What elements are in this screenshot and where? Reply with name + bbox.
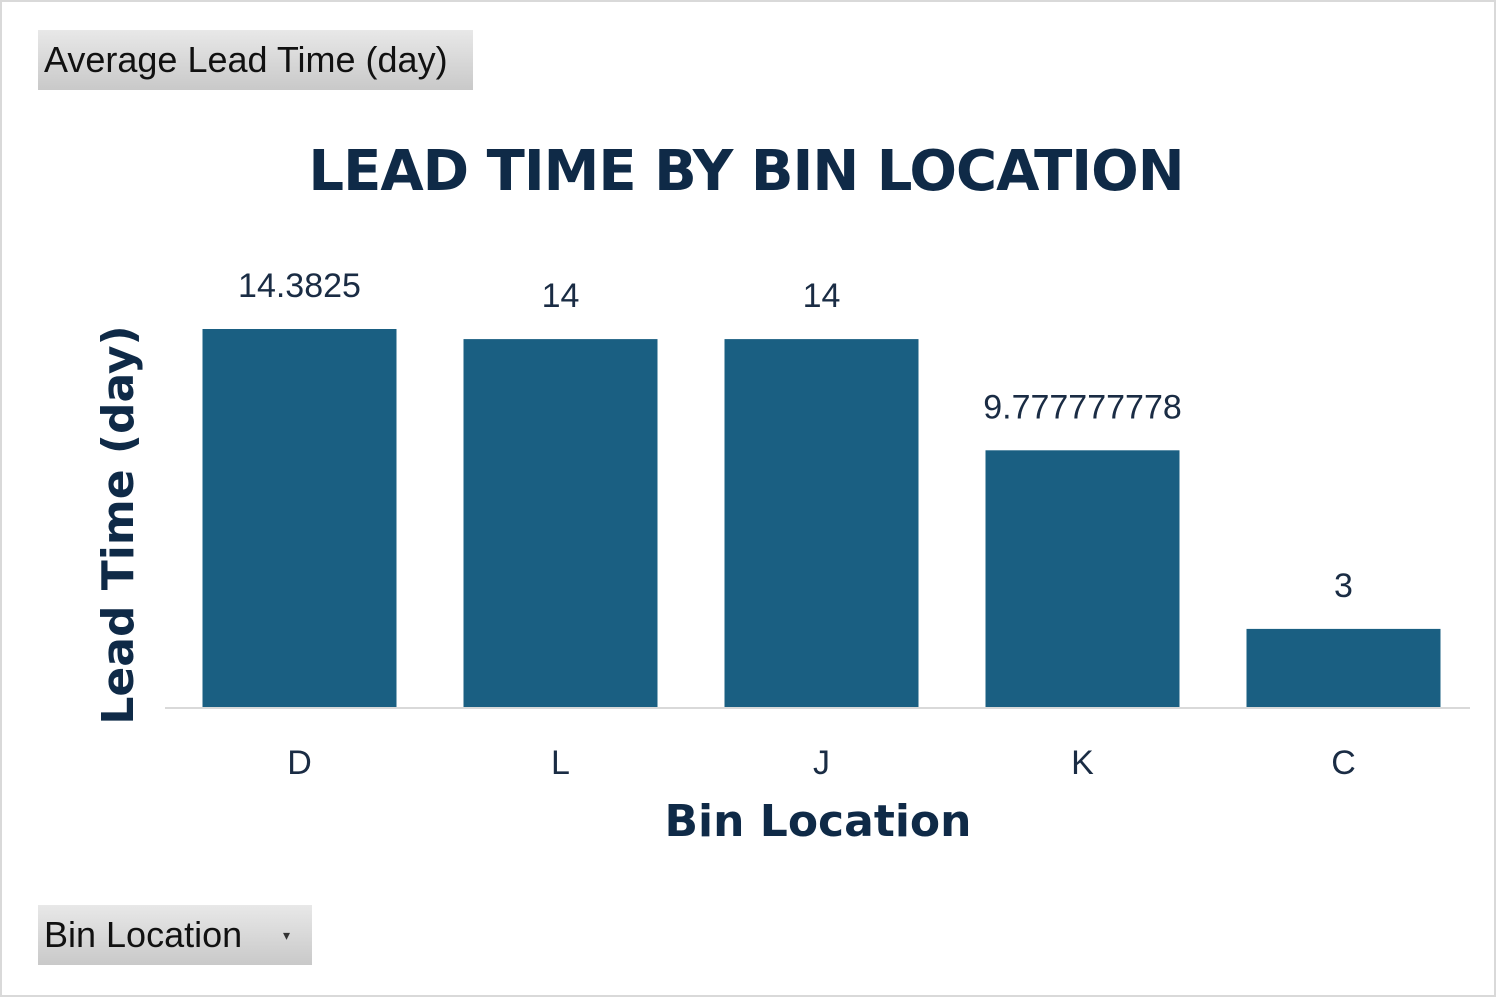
data-label-j: 14 xyxy=(803,277,841,315)
x-tick-label-j: J xyxy=(813,744,830,782)
data-label-l: 14 xyxy=(542,277,580,315)
bar-c[interactable] xyxy=(1246,628,1441,708)
axis-field-filter-button[interactable]: Bin Location ▾ xyxy=(38,905,312,965)
x-tick-label-l: L xyxy=(551,744,570,782)
data-label-d: 14.3825 xyxy=(238,267,361,305)
bar-j[interactable] xyxy=(724,339,919,708)
x-axis-title: Bin Location xyxy=(665,796,972,847)
y-axis-title: Lead Time (day) xyxy=(93,325,144,724)
dropdown-arrow-icon[interactable]: ▾ xyxy=(282,927,290,943)
x-tick-label-d: D xyxy=(287,744,312,782)
bar-d[interactable] xyxy=(202,329,397,708)
axis-field-label: Bin Location xyxy=(44,914,243,955)
bar-k[interactable] xyxy=(985,450,1180,708)
data-label-k: 9.777777778 xyxy=(983,388,1182,426)
x-tick-label-c: C xyxy=(1331,744,1356,782)
chart-title: LEAD TIME BY BIN LOCATION xyxy=(308,139,1183,204)
x-tick-label-k: K xyxy=(1071,744,1094,782)
value-field-label: Average Lead Time (day) xyxy=(44,39,448,80)
data-label-c: 3 xyxy=(1334,567,1353,605)
bar-l[interactable] xyxy=(463,339,658,708)
value-field-button[interactable]: Average Lead Time (day) xyxy=(38,30,473,90)
bars-layer: 14.3825 D 14 L 14 J 9.777777778 K 3 C xyxy=(202,267,1441,782)
